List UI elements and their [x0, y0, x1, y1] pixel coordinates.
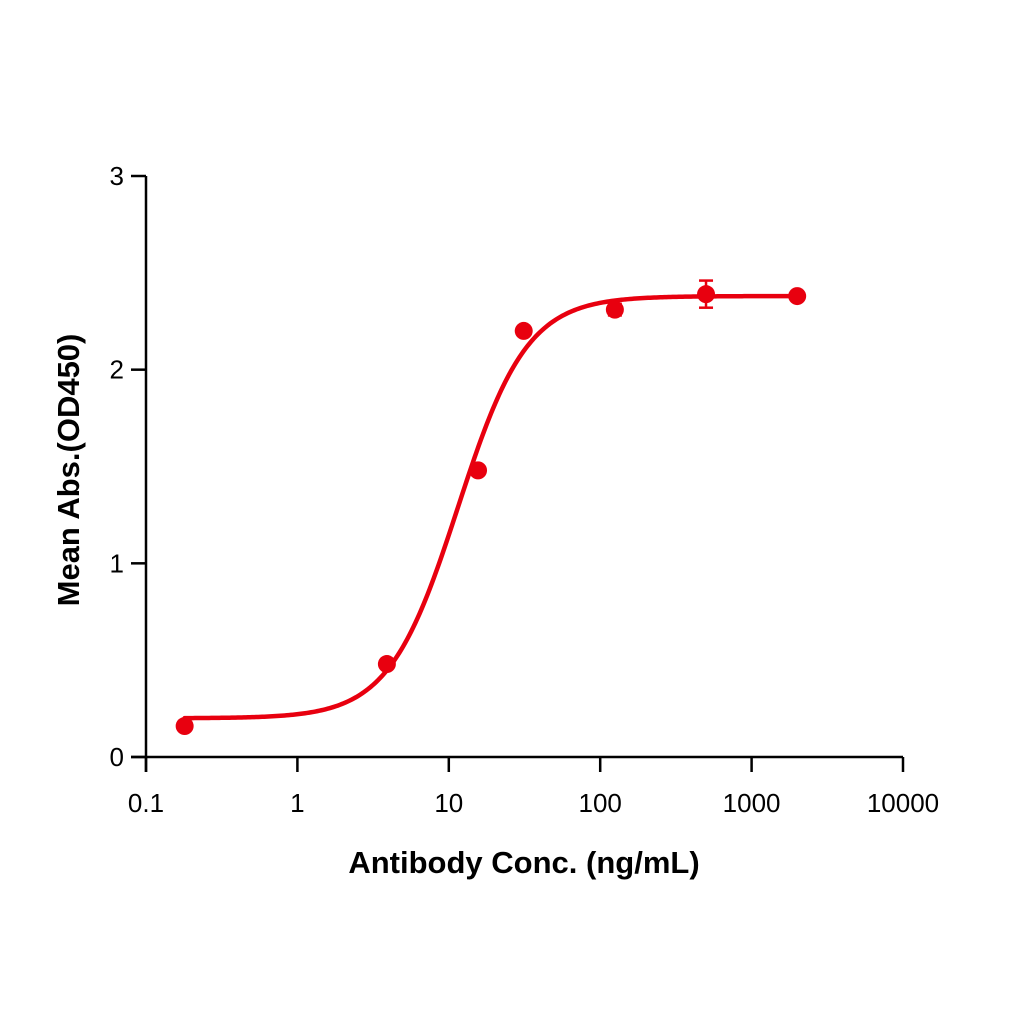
y-axis-title: Mean Abs.(OD450) — [51, 334, 86, 607]
x-tick-label: 1 — [290, 788, 304, 818]
x-tick-label: 10000 — [867, 788, 939, 818]
data-point — [788, 287, 807, 306]
data-point — [514, 321, 533, 340]
x-tick-label: 1000 — [723, 788, 781, 818]
fit-curve-path — [182, 293, 800, 721]
x-tick-label: 10 — [434, 788, 463, 818]
data-points — [175, 279, 807, 736]
data-point — [697, 285, 716, 304]
y-tick-label: 1 — [110, 548, 124, 578]
x-axis-title: Antibody Conc. (ng/mL) — [348, 845, 699, 880]
axes: 0 1 2 3 0.1 1 10 100 1000 10000 — [110, 161, 940, 818]
x-tick-label: 100 — [579, 788, 622, 818]
data-point — [377, 655, 396, 674]
x-tick-label: 0.1 — [128, 788, 164, 818]
data-point — [175, 717, 194, 736]
fit-curve — [182, 293, 800, 721]
y-tick-label: 2 — [110, 355, 124, 385]
data-point — [469, 461, 488, 480]
y-tick-label: 3 — [110, 161, 124, 191]
y-tick-label: 0 — [110, 742, 124, 772]
data-point — [605, 300, 624, 319]
